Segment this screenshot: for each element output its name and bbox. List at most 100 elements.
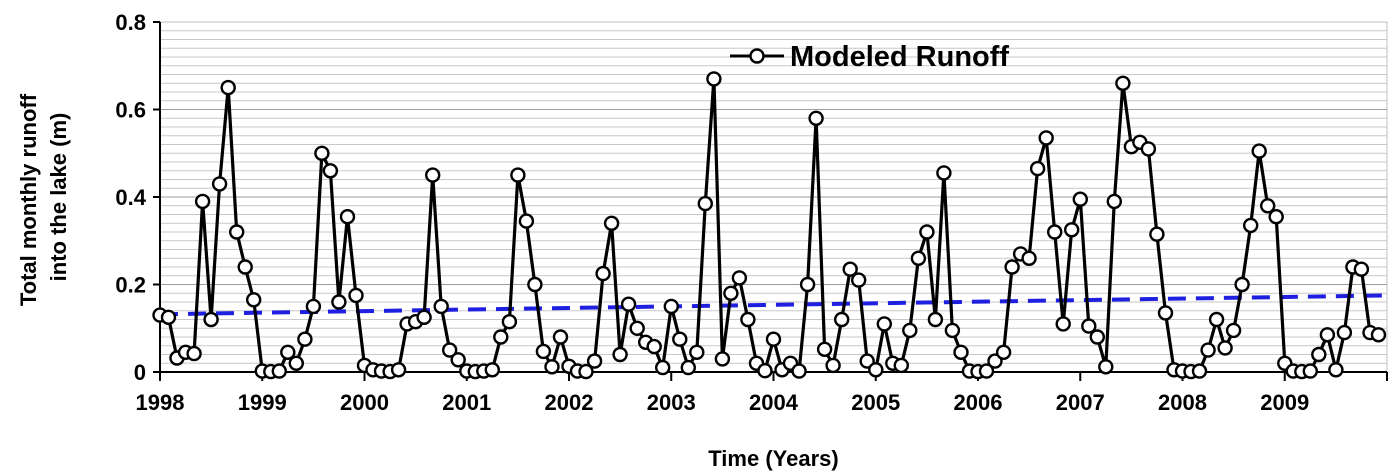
runoff-point [1336, 324, 1353, 341]
runoff-point [663, 298, 679, 315]
runoff-point [220, 79, 236, 96]
runoff-point [791, 363, 807, 379]
runoff-point [416, 309, 432, 325]
legend: Modeled Runoff [730, 41, 1009, 73]
runoff-point [493, 329, 509, 345]
trend-line [159, 293, 1387, 317]
runoff-point [1115, 75, 1131, 92]
runoff-point [535, 343, 552, 360]
runoff-point [910, 250, 927, 266]
y-axis-title: Total monthly runoff into the lake (m) [16, 88, 71, 306]
runoff-point [1208, 311, 1225, 328]
runoff-point [1251, 143, 1267, 159]
runoff-point [1021, 250, 1037, 266]
runoff-point [1149, 226, 1165, 242]
runoff-point [433, 298, 449, 315]
runoff-point [629, 320, 645, 336]
runoff-point [868, 362, 884, 378]
runoff-point [271, 363, 287, 379]
runoff-point [544, 359, 560, 375]
runoff-point [919, 224, 935, 240]
runoff-point [339, 208, 356, 225]
y-tick-label: 0.4 [115, 185, 146, 210]
runoff-point [731, 270, 748, 286]
runoff-point [842, 261, 858, 277]
runoff-point [902, 322, 918, 339]
runoff-point [808, 110, 824, 127]
runoff-point [1311, 346, 1327, 363]
runoff-point [1038, 130, 1054, 146]
runoff-point [595, 265, 611, 282]
x-tick-label: 2008 [1158, 390, 1207, 415]
runoff-point [697, 195, 713, 212]
runoff-point [1370, 327, 1387, 343]
runoff-point [1140, 141, 1157, 157]
runoff-point [995, 344, 1012, 360]
runoff-point [978, 363, 995, 379]
runoff-point [987, 353, 1003, 369]
legend-label-modeled-runoff: Modeled Runoff [790, 41, 1009, 73]
runoff-point [186, 345, 202, 362]
runoff-point [1319, 327, 1336, 343]
runoff-point [689, 344, 705, 360]
runoff-point [280, 344, 296, 360]
y-axis-ticks: 0 0.2 0.4 0.6 0.8 [115, 10, 160, 385]
runoff-point [851, 272, 867, 288]
runoff-point [1191, 363, 1208, 379]
runoff-point [1046, 224, 1063, 240]
runoff-point [518, 213, 535, 229]
x-tick-label: 2002 [545, 390, 594, 415]
runoff-point [834, 311, 850, 328]
runoff-point [297, 331, 313, 347]
runoff-point [211, 176, 228, 192]
x-tick-label: 2005 [851, 390, 900, 415]
runoff-point [390, 362, 407, 378]
runoff-point [160, 309, 177, 325]
runoff-point [1328, 362, 1344, 378]
runoff-point [723, 285, 739, 301]
x-tick-label: 2003 [647, 390, 696, 415]
runoff-point [1098, 359, 1114, 375]
runoff-point [1106, 193, 1123, 210]
runoff-point [1089, 329, 1106, 345]
runoff-point [714, 351, 731, 367]
x-tick-label: 2009 [1260, 390, 1309, 415]
runoff-point [322, 163, 339, 179]
runoff-point [228, 224, 245, 240]
runoff-point [825, 357, 841, 374]
legend-marker-symbol [749, 48, 765, 64]
runoff-point [1063, 222, 1080, 238]
runoff-point [578, 363, 594, 380]
y-tick-label: 0.8 [115, 10, 146, 35]
runoff-point [237, 259, 253, 275]
runoff-point [757, 363, 773, 379]
runoff-point [655, 359, 671, 376]
x-axis-ticks: 1998 1999 2000 2001 2002 2003 2004 2005 2006 2007… [136, 372, 1388, 415]
runoff-point [552, 329, 569, 345]
runoff-point [1259, 198, 1276, 214]
runoff-point [501, 314, 518, 330]
runoff-point [620, 296, 637, 312]
runoff-point [1072, 191, 1089, 207]
runoff-point [510, 167, 526, 183]
runoff-point [288, 355, 304, 371]
y-tick-label: 0 [134, 360, 146, 385]
runoff-point [194, 193, 211, 210]
runoff-point [603, 215, 620, 232]
runoff-point [586, 353, 603, 369]
x-tick-label: 2007 [1056, 390, 1105, 415]
runoff-point [765, 331, 782, 347]
runoff-point [314, 145, 330, 162]
y-tick-label: 0.6 [115, 98, 146, 123]
x-tick-label: 2006 [954, 390, 1003, 415]
runoff-point [672, 331, 688, 347]
runoff-point [1353, 261, 1370, 277]
runoff-point [1302, 363, 1319, 379]
runoff-point [876, 316, 892, 332]
runoff-point [680, 359, 696, 376]
y-tick-label: 0.2 [115, 273, 146, 298]
runoff-point [1157, 305, 1174, 321]
runoff-point [450, 352, 466, 368]
runoff-point [245, 292, 262, 308]
